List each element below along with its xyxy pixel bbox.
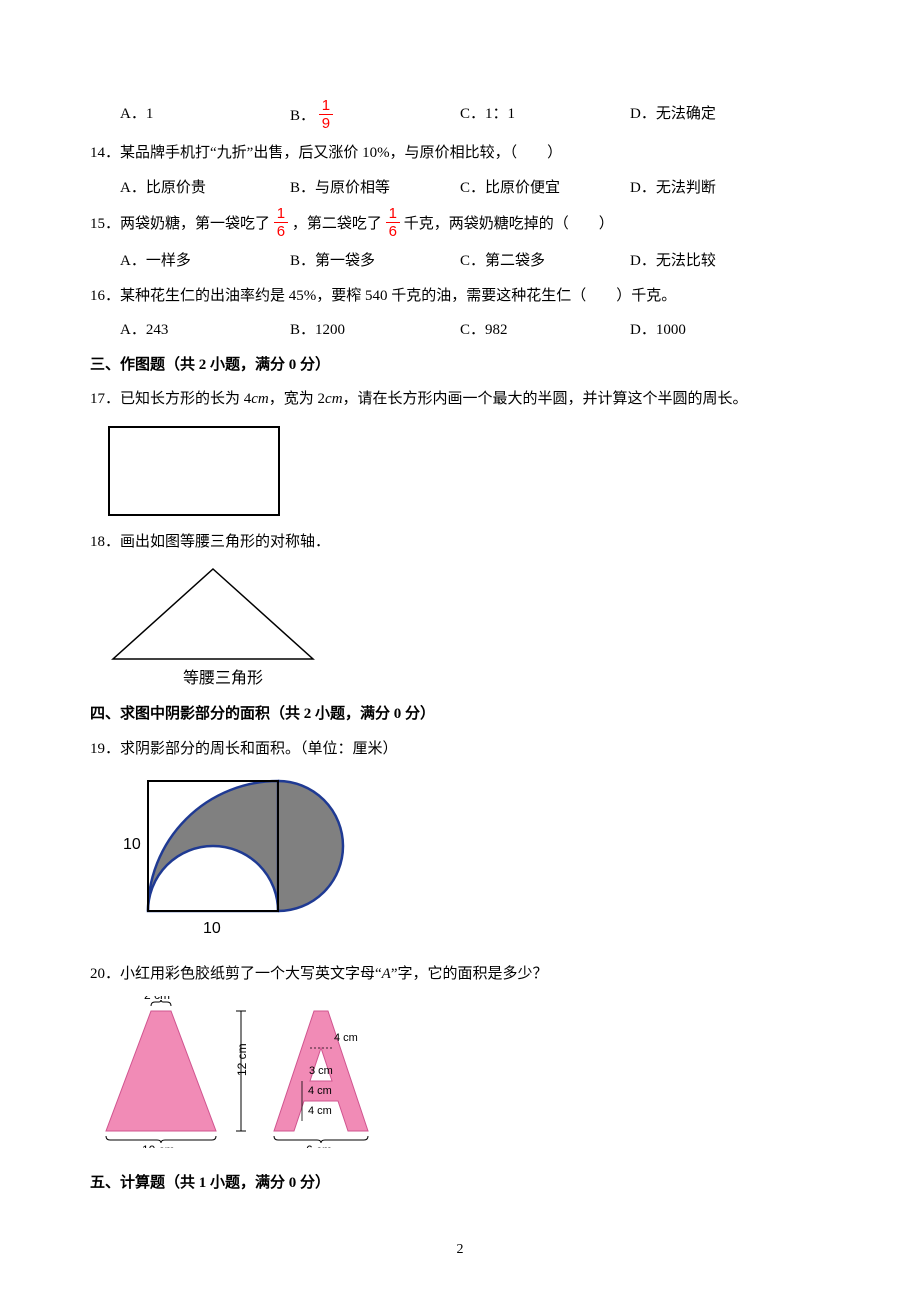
q20-pre: 20．小红用彩色胶纸剪了一个大写英文字母“ (90, 966, 382, 982)
q13-opt-c: C．1：1 (460, 100, 630, 133)
q15-stem: 15．两袋奶糖，第一袋吃了 1 6 ，第二袋吃了 1 6 千克，两袋奶糖吃掉的（… (90, 208, 830, 241)
frac-den: 6 (386, 223, 400, 239)
q15-opt-a: A．一样多 (120, 247, 290, 276)
unit-cm: cm (251, 391, 269, 407)
q15-opt-c: C．第二袋多 (460, 247, 630, 276)
q20-bottom-right-label: 6 cm (306, 1143, 332, 1148)
q20-figure: 2 cm 2 cm 12 cm 10 cm 4 cm 3 cm 4 cm 4 c… (96, 996, 830, 1159)
q14-opt-c: C．比原价便宜 (460, 174, 630, 203)
q20-inner-4cm-b: 4 cm (308, 1105, 332, 1117)
frac-den: 6 (274, 223, 288, 239)
section-4-heading: 四、求图中阴影部分的面积（共 2 小题，满分 0 分） (90, 700, 830, 729)
svg-text:2 cm: 2 cm (144, 996, 170, 1002)
q13-opt-a: A．1 (120, 100, 290, 133)
q20-inner-top: 4 cm (334, 1032, 358, 1044)
fraction-1-9: 1 9 (319, 98, 333, 131)
q17-pre: 17．已知长方形的长为 4 (90, 391, 251, 407)
frac-num: 1 (274, 206, 288, 223)
q13-opt-b: B． 1 9 (290, 100, 460, 133)
q17-stem: 17．已知长方形的长为 4cm，宽为 2cm，请在长方形内画一个最大的半圆，并计… (90, 385, 830, 414)
section-5-heading: 五、计算题（共 1 小题，满分 0 分） (90, 1169, 830, 1198)
q14-opt-a: A．比原价贵 (120, 174, 290, 203)
q15-mid: ，第二袋吃了 (292, 216, 382, 232)
section-3-heading: 三、作图题（共 2 小题，满分 0 分） (90, 351, 830, 380)
q15-options: A．一样多 B．第一袋多 C．第二袋多 D．无法比较 (90, 247, 830, 276)
fraction-1-6-a: 1 6 (274, 206, 288, 239)
q17-mid: ，宽为 2 (269, 391, 325, 407)
frac-num: 1 (386, 206, 400, 223)
q20-stem: 20．小红用彩色胶纸剪了一个大写英文字母“A”字，它的面积是多少？ (90, 960, 830, 989)
letter-a: A (382, 966, 391, 982)
q20-inner-3cm: 3 cm (309, 1065, 333, 1077)
q16-opt-c: C．982 (460, 316, 630, 345)
q16-options: A．243 B．1200 C．982 D．1000 (90, 316, 830, 345)
q13-opt-d: D．无法确定 (630, 100, 800, 133)
q14-opt-b: B．与原价相等 (290, 174, 460, 203)
q20-height-label: 12 cm (235, 1044, 249, 1077)
frac-num: 1 (319, 98, 333, 115)
q16-opt-a: A．243 (120, 316, 290, 345)
q19-figure: 10 10 (108, 771, 830, 952)
q14-opt-d: D．无法判断 (630, 174, 800, 203)
q20-inner-4cm-a: 4 cm (308, 1085, 332, 1097)
q18-label: 等腰三角形 (183, 664, 830, 694)
q17-post: ，请在长方形内画一个最大的半圆，并计算这个半圆的周长。 (343, 391, 748, 407)
q15-pre: 15．两袋奶糖，第一袋吃了 (90, 216, 270, 232)
unit-cm: cm (325, 391, 343, 407)
q16-opt-b: B．1200 (290, 316, 460, 345)
q20-letter-a-figure-icon: 2 cm 2 cm 12 cm 10 cm 4 cm 3 cm 4 cm 4 c… (96, 996, 396, 1148)
q18-stem: 18．画出如图等腰三角形的对称轴． (90, 528, 830, 557)
q15-post: 千克，两袋奶糖吃掉的（ ） (404, 216, 614, 232)
q15-opt-b: B．第一袋多 (290, 247, 460, 276)
q15-opt-d: D．无法比较 (630, 247, 800, 276)
q13-opt-b-prefix: B． (290, 108, 315, 124)
page-number: 2 (90, 1237, 830, 1264)
q20-bottom-left-label: 10 cm (142, 1143, 175, 1148)
q19-left-label: 10 (123, 836, 141, 853)
q16-opt-d: D．1000 (630, 316, 800, 345)
q19-bottom-label: 10 (203, 920, 221, 937)
q16-stem: 16．某种花生仁的出油率约是 45%，要榨 540 千克的油，需要这种花生仁（ … (90, 282, 830, 311)
q14-options: A．比原价贵 B．与原价相等 C．比原价便宜 D．无法判断 (90, 174, 830, 203)
q13-options: A．1 B． 1 9 C．1：1 D．无法确定 (90, 100, 830, 133)
frac-den: 9 (319, 115, 333, 131)
q19-stem: 19．求阴影部分的周长和面积。（单位：厘米） (90, 735, 830, 764)
fraction-1-6-b: 1 6 (386, 206, 400, 239)
q17-rectangle-figure (108, 426, 280, 516)
q20-post: ”字，它的面积是多少？ (391, 966, 548, 982)
isoceles-triangle-icon (108, 564, 318, 664)
q14-stem: 14．某品牌手机打“九折”出售，后又涨价 10%，与原价相比较，（ ） (90, 139, 830, 168)
q19-shaded-figure-icon: 10 10 (108, 771, 348, 941)
q18-figure: 等腰三角形 (108, 564, 830, 694)
